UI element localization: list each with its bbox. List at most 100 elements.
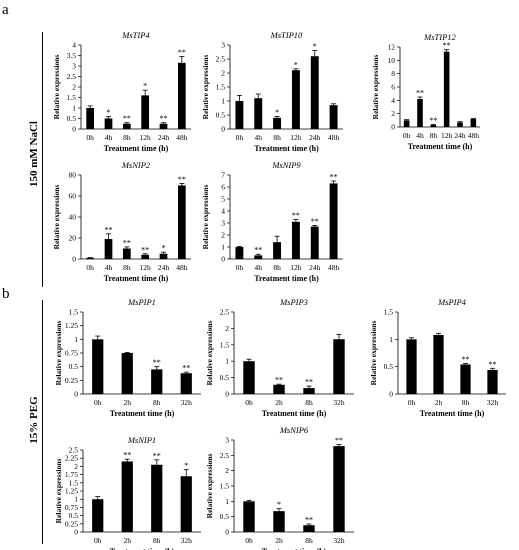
mspip3-y-tick-label: 0 (225, 390, 229, 399)
msnip1-y-tick-label: 0.5 (69, 511, 79, 520)
msnip9-x-tick-label: 8h (273, 263, 281, 272)
msnip9-x-tick-label: 12h (290, 263, 302, 272)
msnip6-significance: ** (305, 516, 313, 525)
msnip6-bar (243, 501, 255, 532)
panel-b-divider (42, 300, 43, 544)
mstip12-significance: ** (443, 41, 451, 50)
msnip2-bar (104, 239, 113, 259)
mstip4-x-tick-label: 0h (86, 133, 94, 142)
mstip12-x-tick-label: 24h (454, 131, 466, 140)
msnip1-y-tick-label: 2 (74, 462, 78, 471)
msnip2-x-tick-label: 0h (86, 263, 94, 272)
mspip3-x-tick-label: 0h (245, 398, 253, 407)
msnip9-y-tick-label: 3 (221, 219, 225, 228)
msnip6-title: MsNIP6 (279, 425, 309, 435)
mstip4-y-tick-label: 3.5 (67, 51, 77, 60)
mstip4-x-tick-label: 12h (140, 133, 152, 142)
mspip1-y-tick-label: 0 (74, 390, 78, 399)
mstip4-bar (141, 95, 150, 129)
msnip2-y-tick-label: 40 (69, 213, 77, 222)
mspip4-significance: ** (489, 360, 497, 369)
msnip1-x-label: Treatment time (h) (110, 547, 175, 550)
mstip10-significance: * (313, 42, 317, 51)
mstip4-y-tick-label: 0.5 (67, 114, 77, 123)
mstip10-bar (273, 117, 282, 129)
mstip4-significance: * (107, 108, 111, 117)
mstip12-significance: ** (416, 89, 424, 98)
msnip9-bar (291, 221, 300, 259)
mspip1-y-tick-label: 0.75 (65, 349, 78, 358)
mstip4-y-tick-label: 4 (72, 41, 76, 50)
mstip4-x-tick-label: 4h (105, 133, 113, 142)
msnip9-y-label: Relative expressions (201, 185, 210, 250)
msnip2-x-tick-label: 24h (158, 263, 170, 272)
mstip12-x-tick-label: 0h (403, 131, 411, 140)
mspip1-y-tick-label: 0.25 (65, 376, 78, 385)
panel-a-divider (42, 32, 43, 287)
msnip9-y-tick-label: 7 (221, 171, 225, 180)
mstip12-bar (417, 99, 423, 127)
mstip4-y-label: Relative expressions (52, 55, 61, 120)
msnip6-bar (333, 446, 345, 532)
mstip12-significance: ** (429, 116, 437, 125)
msnip6-significance: * (277, 500, 281, 509)
msnip2-x-tick-label: 48h (176, 263, 188, 272)
msnip9-significance: ** (311, 217, 319, 226)
mstip4-y-tick-label: 2 (72, 83, 76, 92)
mspip3-y-tick-label: 0.5 (220, 373, 230, 382)
mspip3-significance: ** (275, 376, 283, 385)
msnip6-y-tick-label: 0 (225, 528, 229, 537)
mstip4-significance: ** (178, 48, 186, 57)
msnip2-significance: ** (178, 175, 186, 184)
mspip3-bar (333, 339, 345, 394)
mstip4-x-label: Treatment time (h) (104, 144, 169, 153)
mstip4-x-tick-label: 8h (123, 133, 131, 142)
mstip10-title: MsTIP10 (270, 30, 303, 40)
mspip4-bar (406, 339, 417, 394)
mstip4-significance: ** (160, 114, 168, 123)
mspip3-x-tick-label: 32h (333, 398, 345, 407)
mstip10-x-label: Treatment time (h) (254, 144, 319, 153)
mspip3-x-label: Treatment time (h) (262, 409, 327, 418)
msnip2-bar (86, 257, 95, 259)
mstip10-y-tick-label: 0.5 (216, 111, 226, 120)
mstip4-y-tick-label: 1 (72, 104, 76, 113)
msnip2-y-label: Relative expressions (52, 185, 61, 250)
msnip2-significance: ** (123, 238, 131, 247)
msnip2-y-tick-label: 20 (69, 234, 77, 243)
mstip10-y-tick-label: 1.5 (216, 83, 226, 92)
mspip4-significance: ** (462, 355, 470, 364)
msnip2-bar (159, 253, 168, 259)
mstip10-x-tick-label: 4h (255, 133, 263, 142)
msnip9-bar (310, 226, 319, 259)
mspip3-y-tick-label: 1 (225, 357, 229, 366)
msnip1-significance: ** (123, 451, 131, 460)
mstip4-bar (122, 123, 131, 129)
msnip1-y-tick-label: 1 (74, 495, 78, 504)
msnip2-bar (122, 248, 131, 259)
mspip4-y-label: Relative expressions (369, 321, 378, 386)
mstip12-y-tick-label: 2 (391, 109, 395, 118)
mspip3-significance: ** (305, 378, 313, 387)
msnip2-y-tick-label: 80 (69, 171, 77, 180)
mspip3-y-tick-label: 1.5 (220, 340, 230, 349)
mstip12-y-tick-label: 6 (391, 83, 395, 92)
msnip6-y-tick-label: 2.5 (220, 451, 230, 460)
mspip1-x-tick-label: 0h (94, 398, 102, 407)
mspip1-x-tick-label: 32h (181, 398, 193, 407)
msnip6-y-tick-label: 0.5 (220, 512, 230, 521)
mstip10-significance: * (294, 60, 298, 69)
mspip1-y-tick-label: 1.5 (69, 308, 79, 317)
mstip12-bar (403, 120, 410, 127)
mspip1-bar (151, 369, 163, 394)
msnip9-significance: ** (254, 246, 262, 255)
mstip10-bar (291, 70, 300, 129)
msnip9-bar (235, 247, 244, 259)
mstip10-x-tick-label: 48h (328, 133, 340, 142)
mstip10-bar (235, 101, 244, 129)
msnip1-y-tick-label: 0 (74, 528, 78, 537)
msnip1-x-tick-label: 32h (181, 536, 193, 545)
panel-letter-b: b (2, 286, 10, 302)
mstip12-x-label: Treatment time (h) (408, 142, 473, 151)
msnip9-bar (273, 242, 282, 259)
